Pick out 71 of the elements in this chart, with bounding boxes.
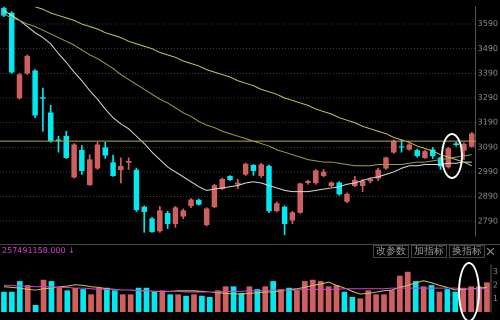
bar [444, 289, 450, 312]
bar [326, 286, 332, 312]
text: 加指标 [411, 245, 447, 258]
bar [104, 288, 110, 312]
y-tick-label: 1 [492, 294, 498, 303]
y-tick-label: 3 [492, 267, 498, 276]
bar [40, 280, 46, 312]
y-tick-label: 2990 [478, 167, 498, 176]
bar [286, 288, 292, 312]
bar [128, 294, 134, 312]
bar [318, 281, 324, 312]
bar [24, 285, 31, 312]
bar [175, 294, 181, 312]
bar [16, 281, 23, 312]
y-tick-label: 3590 [478, 19, 498, 28]
bar [96, 288, 102, 312]
bar [9, 292, 15, 312]
bar [310, 280, 316, 312]
bar [350, 297, 356, 312]
bar [270, 281, 276, 312]
bar [1, 292, 7, 312]
bar [238, 293, 244, 312]
bar [120, 294, 126, 312]
y-tick-label: 2790 [478, 216, 498, 226]
y-tick-label: 2 [492, 280, 498, 290]
bar [389, 290, 395, 312]
bar [144, 288, 150, 312]
bar [48, 281, 54, 312]
bar [112, 290, 118, 312]
y-tick-label: 3090 [478, 142, 498, 152]
bar [230, 286, 236, 312]
text: 257491158.000 ↓ [2, 246, 75, 255]
y-tick-label: 3490 [478, 44, 498, 53]
bar [468, 286, 474, 312]
y-tick-label: 3190 [478, 118, 498, 127]
bar [420, 286, 426, 312]
bar [56, 288, 62, 312]
bar [373, 294, 379, 312]
bar [436, 292, 442, 312]
bar [397, 276, 403, 312]
bar [72, 288, 78, 312]
bar [32, 305, 38, 312]
bar [302, 281, 308, 312]
bar [88, 294, 94, 312]
bar [294, 290, 300, 312]
bar [404, 272, 411, 312]
text: 换指标 [449, 245, 485, 258]
y-tick-label: 2890 [478, 192, 498, 201]
bar [64, 290, 70, 312]
bar [357, 298, 364, 312]
bar [428, 285, 434, 312]
bar [206, 297, 213, 312]
bar [191, 294, 197, 312]
bar [452, 292, 458, 312]
y-tick-label: 3390 [478, 68, 498, 78]
bar [159, 290, 166, 312]
bar [152, 292, 158, 312]
y-tick-label: 3290 [478, 93, 498, 102]
bar [381, 294, 387, 312]
bar [183, 296, 189, 312]
text: 改参数 [373, 245, 409, 258]
bar [334, 285, 340, 312]
bar [199, 296, 205, 312]
bar [342, 292, 348, 312]
bar [484, 282, 490, 312]
bar [167, 294, 174, 312]
bar [365, 290, 372, 312]
bar [278, 289, 284, 312]
bar [412, 281, 419, 312]
bar [80, 289, 86, 312]
bar [136, 288, 142, 312]
